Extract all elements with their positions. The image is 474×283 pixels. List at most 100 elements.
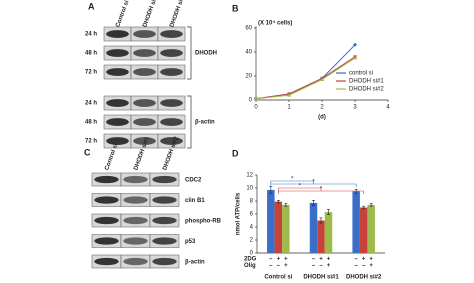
- error-bar: [319, 217, 323, 224]
- x-tick-label: 3: [353, 105, 357, 111]
- row-label: CDC2: [185, 178, 202, 184]
- blot-band: [160, 49, 183, 57]
- y-tick-label: 8: [250, 199, 254, 205]
- blot-band: [160, 118, 183, 126]
- point: [353, 56, 357, 60]
- y-tick-label: 6: [250, 212, 254, 218]
- blot-band: [133, 49, 156, 57]
- legend-label: DHODH si#2: [349, 87, 384, 93]
- significance-label: *: [298, 184, 301, 190]
- blot-band: [94, 216, 119, 225]
- blot-band: [123, 196, 148, 204]
- blot-band: [160, 30, 183, 38]
- treatment-sign: –: [319, 263, 323, 269]
- y-tick-label: 10: [246, 186, 253, 192]
- y-axis-title: (X 10⁴ cells): [258, 21, 292, 27]
- blot-band: [123, 237, 148, 245]
- y-tick-label: 2: [250, 238, 254, 244]
- blot-band: [152, 175, 177, 184]
- treatment-sign: –: [354, 263, 358, 269]
- series-line: [255, 44, 356, 100]
- blot-band: [152, 257, 177, 266]
- bracket: [187, 26, 192, 80]
- blot-band: [160, 137, 183, 145]
- x-tick-label: 0: [254, 105, 258, 111]
- error-bar: [276, 200, 280, 204]
- blot-band: [160, 99, 183, 107]
- blot-band: [94, 196, 119, 204]
- x-axis-title: (d): [318, 115, 326, 121]
- row-label: p53: [185, 239, 196, 245]
- x-tick-label: 2: [320, 105, 324, 111]
- row-label: phospho-RB: [185, 219, 222, 225]
- lane-label: DHODH si#2: [169, 0, 187, 28]
- row-label: clin B1: [185, 198, 205, 204]
- treatment-sign: +: [369, 263, 373, 269]
- significance-label: *: [291, 177, 294, 183]
- row-label: 24 h: [85, 32, 97, 38]
- bar: [367, 204, 375, 253]
- bar: [352, 191, 360, 253]
- error-bar: [369, 203, 373, 207]
- x-tick-label: 1: [287, 105, 291, 111]
- blot-band: [123, 175, 148, 184]
- significance-bracket: [278, 190, 364, 194]
- treatment-sign: +: [319, 257, 323, 263]
- treatment-sign: +: [369, 257, 373, 263]
- treatment-sign: +: [284, 263, 288, 269]
- y-tick-label: 12: [246, 173, 253, 179]
- y-tick-label: 60: [245, 26, 252, 32]
- blot-band: [106, 30, 129, 38]
- treatment-sign: +: [284, 257, 288, 263]
- bar: [317, 220, 325, 253]
- panel-label: B: [232, 3, 239, 13]
- significance-bracket: [278, 187, 322, 191]
- significance-bracket: [270, 183, 357, 187]
- error-bar: [312, 200, 315, 206]
- treatment-label: 2DG: [244, 257, 257, 263]
- blot-band: [106, 99, 129, 107]
- error-bar: [284, 203, 288, 207]
- blot-band: [133, 30, 156, 38]
- point: [287, 93, 291, 97]
- row-label: 72 h: [85, 139, 97, 145]
- blot-band: [106, 68, 129, 76]
- significance-label: *: [312, 180, 315, 186]
- blot-band: [152, 216, 177, 225]
- bar: [359, 207, 368, 253]
- significance-label: *: [320, 187, 323, 193]
- lane-label: DHODH si#1: [142, 0, 160, 28]
- panel-label: C: [84, 147, 91, 157]
- treatment-sign: –: [277, 263, 281, 269]
- significance-bracket: [270, 180, 314, 184]
- bar: [309, 202, 318, 253]
- y-tick-label: 0: [250, 251, 254, 257]
- bar: [267, 189, 275, 253]
- row-label: 48 h: [85, 51, 97, 57]
- blot-band: [152, 196, 177, 204]
- point: [254, 96, 258, 101]
- row-label: β-actin: [185, 260, 205, 266]
- point: [320, 77, 324, 81]
- blot-band: [106, 137, 129, 145]
- blot-band: [133, 68, 156, 76]
- treatment-sign: +: [277, 257, 281, 263]
- error-bar: [362, 205, 366, 210]
- row-label: 24 h: [85, 101, 97, 107]
- x-tick-label: DHODH si#1: [303, 275, 339, 281]
- x-tick-label: DHODH si#2: [346, 275, 382, 281]
- bracket: [187, 95, 192, 149]
- blot-band: [133, 137, 156, 145]
- bar: [274, 201, 283, 253]
- treatment-sign: +: [327, 257, 331, 263]
- blot-band: [133, 118, 156, 126]
- lane-label: Control si: [115, 0, 130, 28]
- treatment-sign: +: [362, 257, 366, 263]
- group-label: DHODH: [195, 51, 217, 57]
- treatment-label: Olig: [244, 263, 256, 269]
- y-tick-label: 4: [250, 225, 254, 231]
- group-label: β-actin: [195, 120, 215, 126]
- treatment-sign: –: [312, 263, 316, 269]
- x-tick-label: Control si: [264, 275, 292, 281]
- blot-band: [106, 118, 129, 126]
